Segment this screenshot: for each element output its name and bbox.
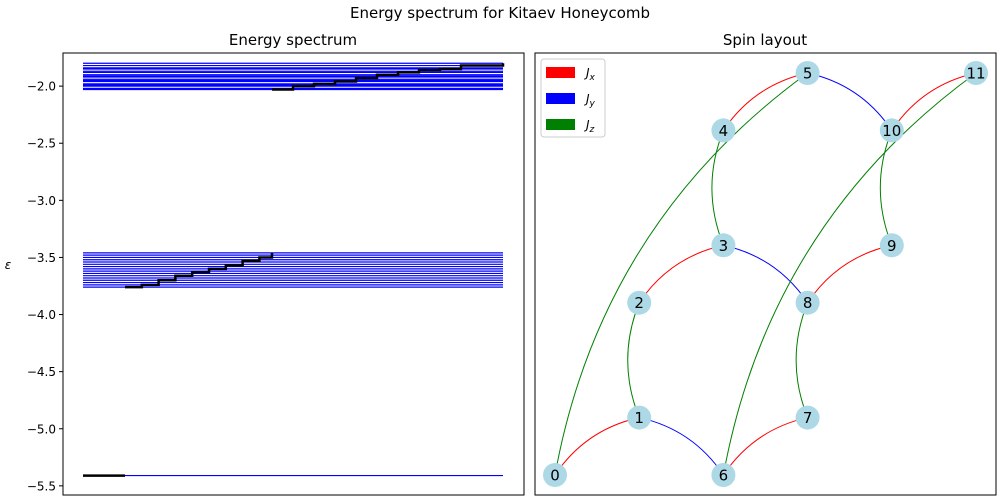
- legend-swatch-jz: [546, 119, 575, 130]
- spin-node-label: 1: [634, 409, 644, 427]
- spin-node: [795, 290, 820, 315]
- energy-spectrum-panel: Energy spectrum ε −2.0 −2.5 −3.0 −3.5 −4.0 −4…: [5, 31, 525, 496]
- step-curve-middle: [125, 252, 274, 289]
- edge-jz: [722, 72, 977, 476]
- legend-label-jy: Jy: [584, 92, 596, 109]
- spin-node-label: 6: [719, 467, 729, 485]
- edge-jx: [891, 72, 977, 131]
- legend-label-jx: Jx: [584, 66, 596, 83]
- energy-step-curves: [83, 63, 505, 477]
- edge-jx: [722, 417, 808, 476]
- figure-title: Energy spectrum for Kitaev Honeycomb: [350, 4, 650, 22]
- edge-jz: [711, 130, 724, 246]
- spin-layout-panel: Spin layout 0 1 2 3 4 5 6 7 8 9 10 11 Jx Jy Jz: [534, 31, 997, 496]
- spin-node: [795, 405, 820, 430]
- step-curve-upper: [272, 63, 505, 91]
- spin-node-label: 9: [887, 237, 897, 255]
- y-tick-label: −3.0: [27, 194, 56, 208]
- y-tick-label: −2.0: [27, 80, 56, 94]
- spin-node-label: 10: [882, 122, 901, 140]
- spin-node-label: 3: [719, 237, 729, 255]
- edge-jz: [879, 130, 893, 246]
- spin-node-label: 11: [966, 65, 985, 83]
- spin-nodes: 0 1 2 3 4 5 6 7 8 9 10 11: [543, 61, 988, 487]
- spectrum-y-axis: −2.0 −2.5 −3.0 −3.5 −4.0 −4.5 −5.0 −5.5: [27, 80, 63, 493]
- energy-levels: [83, 62, 503, 477]
- edge-jz: [554, 72, 808, 476]
- edge-jy: [639, 417, 724, 476]
- spin-node-label: 0: [550, 467, 560, 485]
- edge-jy: [807, 72, 893, 131]
- coupling-legend: Jx Jy Jz: [540, 58, 606, 138]
- spin-node: [711, 233, 736, 258]
- y-tick-label: −3.5: [27, 251, 56, 265]
- spin-node: [879, 233, 904, 258]
- y-tick-label: −2.5: [27, 137, 56, 151]
- spin-node-label: 7: [803, 409, 813, 427]
- spin-node: [964, 61, 988, 85]
- spectrum-title: Energy spectrum: [229, 31, 357, 49]
- edge-jx: [638, 244, 724, 303]
- y-tick-label: −4.5: [27, 365, 56, 379]
- edge-jx: [554, 417, 640, 476]
- spin-node: [543, 463, 567, 487]
- spin-node: [711, 463, 736, 487]
- edge-jz: [795, 302, 809, 418]
- y-tick-label: −5.5: [27, 479, 56, 493]
- y-tick-label: −5.0: [27, 422, 56, 436]
- spin-edges: [554, 72, 977, 476]
- spin-node-label: 5: [803, 65, 813, 83]
- edge-jz: [627, 302, 640, 418]
- spin-node-label: 4: [719, 122, 729, 140]
- spin-node-label: 2: [634, 294, 644, 312]
- layout-title: Spin layout: [723, 31, 807, 49]
- edge-jx: [807, 244, 892, 303]
- legend-label-jz: Jz: [584, 118, 595, 135]
- layout-axes-frame: [534, 52, 997, 496]
- spin-node: [795, 61, 820, 85]
- legend-swatch-jy: [546, 93, 575, 104]
- spectrum-axes-frame: [62, 52, 525, 496]
- edge-jx: [722, 72, 808, 131]
- spin-node: [879, 118, 904, 143]
- spin-node-label: 8: [803, 294, 813, 312]
- spin-node: [627, 290, 652, 315]
- spin-node: [711, 118, 736, 143]
- legend-swatch-jx: [546, 67, 575, 78]
- spectrum-ylabel: ε: [5, 258, 12, 272]
- spin-node: [627, 405, 652, 430]
- y-tick-label: −4.0: [27, 308, 56, 322]
